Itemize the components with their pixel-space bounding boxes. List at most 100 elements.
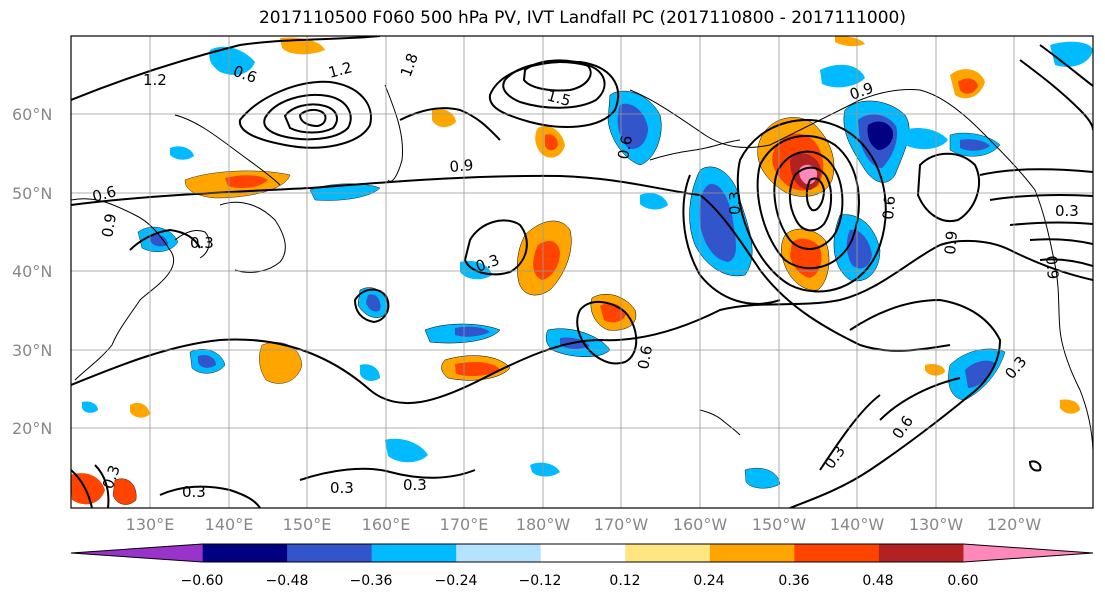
lon-label: 170°W — [594, 515, 649, 534]
contour-line — [71, 36, 381, 101]
contour-line — [1039, 44, 1093, 87]
contour-label: 0.3 — [182, 483, 206, 501]
contour-line — [1019, 59, 1093, 131]
contour-line — [788, 166, 832, 232]
lat-label: 50°N — [12, 184, 52, 203]
contour-line — [159, 485, 261, 508]
contour-line — [805, 177, 826, 212]
contour-line — [399, 107, 501, 141]
contour-line — [71, 174, 701, 206]
colorbar-tick-label: 0.24 — [693, 573, 724, 589]
colorbar-tick-label: −0.24 — [435, 573, 478, 589]
pv-fill-patch — [385, 438, 428, 463]
colorbar — [70, 543, 1094, 563]
lon-label: 160°W — [673, 515, 728, 534]
contour-line — [502, 61, 606, 109]
ivt-contours — [71, 36, 1093, 508]
contour-label: 0.6 — [614, 134, 636, 161]
lon-label: 140°W — [830, 515, 885, 534]
pv-fill-patch — [455, 362, 500, 377]
longitude-labels: 130°E 140°E 150°E 160°E 170°E 180°W 170°… — [126, 515, 1042, 534]
colorbar-segment — [709, 544, 795, 562]
contour-line — [299, 467, 476, 481]
colorbar-outline — [70, 543, 1094, 563]
colorbar-segment — [202, 544, 288, 562]
contour-line — [789, 298, 1002, 508]
contour-label: 0.3 — [330, 479, 354, 497]
colorbar-tick-label: 0.36 — [778, 573, 809, 589]
pv-fill-patch — [820, 64, 865, 88]
contour-label: 0.6 — [634, 344, 656, 371]
pv-fill-patch — [965, 360, 996, 388]
contour-line — [916, 152, 980, 223]
lon-label: 130°E — [126, 515, 175, 534]
contour-line — [1009, 221, 1093, 226]
contour-line — [353, 288, 390, 324]
lat-label: 40°N — [12, 262, 52, 281]
contour-label: 0.3 — [190, 234, 214, 252]
pv-fill-patch — [209, 46, 255, 75]
contour-line — [736, 119, 887, 293]
contour-line — [1039, 258, 1093, 267]
colorbar-segment — [794, 544, 880, 562]
contour-line — [819, 394, 881, 471]
pv-fill-patch — [112, 478, 137, 505]
colorbar-segment — [963, 544, 1093, 562]
pv-fill-patch — [280, 37, 325, 55]
coastline-north-america — [1034, 189, 1093, 451]
coastline-aleutians — [649, 139, 741, 161]
lon-label: 170°E — [440, 515, 489, 534]
colorbar-tick-label: 0.48 — [862, 573, 893, 589]
pv-fill-patch — [170, 146, 194, 160]
contour-line — [71, 239, 1093, 404]
pv-fill-patch — [960, 139, 990, 151]
pv-fill-patch — [958, 78, 978, 94]
pv-fill-patch — [905, 128, 948, 150]
contour-label: 0.6 — [879, 195, 899, 220]
contour-label: 1.2 — [326, 58, 354, 82]
colorbar-segment — [371, 544, 457, 562]
pv-fill-patch — [130, 402, 150, 418]
lon-label: 150°W — [752, 515, 807, 534]
contour-line — [989, 194, 1093, 201]
contour-label: 0.9 — [98, 212, 120, 239]
contour-line — [263, 94, 352, 141]
coastline-kamchatka — [384, 84, 404, 182]
contour-line — [1029, 238, 1093, 245]
pv-fill-patch — [744, 467, 781, 489]
pv-fill-patch — [925, 363, 945, 376]
contour-label: 1.5 — [545, 86, 573, 110]
pv-fill-patch — [867, 121, 894, 150]
contour-line — [238, 80, 372, 149]
colorbar-tick-label: 0.12 — [609, 573, 640, 589]
pv-fill-patch — [225, 175, 268, 188]
lon-label: 120°W — [987, 515, 1042, 534]
pv-fill-patch — [1060, 399, 1080, 414]
latitude-labels: 60°N 50°N 40°N 30°N 20°N — [12, 105, 52, 438]
pv-fill-patch — [533, 240, 560, 280]
lon-label: 150°E — [283, 515, 332, 534]
colorbar-tick-label: −0.36 — [350, 573, 393, 589]
contour-label: 0.9 — [1042, 255, 1062, 280]
contour-label: 0.6 — [90, 182, 118, 206]
pv-fill-patch — [617, 103, 648, 149]
contour-line — [879, 377, 961, 421]
contour-line — [1028, 460, 1042, 472]
colorbar-tick-label: −0.12 — [519, 573, 562, 589]
colorbar-segment — [456, 544, 542, 562]
coastline-asia — [71, 198, 174, 381]
coastline-alaska — [629, 89, 1036, 191]
pv-fill-patch — [309, 183, 381, 201]
contour-label: 0.3 — [403, 476, 427, 494]
contour-line — [94, 464, 110, 508]
pv-fill-patch — [82, 401, 98, 413]
pv-fill-patch — [530, 462, 560, 477]
contour-line — [71, 469, 93, 508]
contour-line — [756, 135, 860, 270]
colorbar-segment — [540, 544, 626, 562]
contour-label: 0.9 — [449, 156, 474, 176]
contour-line — [699, 194, 951, 352]
colorbar-segment — [878, 544, 964, 562]
contour-label: 0.3 — [1055, 202, 1079, 220]
